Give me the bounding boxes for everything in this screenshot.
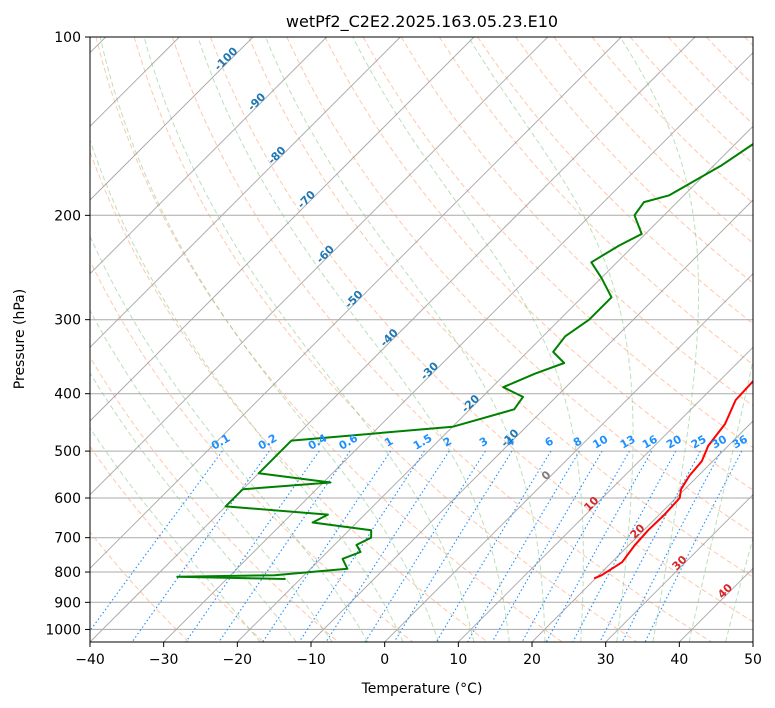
moist-adiabat [90, 138, 404, 642]
mixing-ratio-line [185, 450, 320, 642]
isotherm-line [90, 37, 696, 642]
dry-adiabat [90, 531, 190, 642]
mixing-ratio-line [491, 450, 603, 642]
background-lines [90, 37, 753, 642]
x-tick-label: 0 [380, 652, 389, 668]
dry-adiabat [90, 445, 264, 642]
moist-adiabat [265, 37, 546, 642]
dry-adiabat [171, 37, 712, 642]
mixing-ratio-line [572, 450, 677, 642]
mixing-ratio-line [90, 450, 223, 632]
moist-adiabat [99, 37, 439, 642]
mixing-ratio-line [621, 450, 722, 642]
x-axis-label: Temperature (°C) [361, 681, 483, 697]
temperature-profile [593, 379, 753, 580]
y-tick-label: 300 [54, 313, 81, 329]
isotherm-line [90, 37, 622, 570]
isotherm-line [90, 37, 254, 201]
moist-adiabat [619, 37, 699, 642]
y-tick-label: 700 [54, 531, 81, 547]
moist-adiabat [90, 309, 333, 642]
y-axis-label: Pressure (hPa) [12, 289, 28, 389]
y-tick-label: 600 [54, 491, 81, 507]
isotherm-line [605, 493, 753, 642]
y-axis-ticks: 100 200 300 400 500 600 700 800 900 1000 [45, 30, 90, 638]
isotherm-line [163, 51, 753, 642]
dry-adiabat [438, 37, 753, 366]
plot-frame [89, 36, 754, 643]
x-tick-label: −10 [296, 652, 326, 668]
mixing-ratio-line [218, 450, 351, 642]
moist-adiabat [725, 536, 753, 642]
moist-adiabat [352, 37, 584, 642]
dry-adiabat [90, 150, 488, 642]
dry-adiabat [133, 37, 638, 642]
x-tick-label: 20 [523, 652, 541, 668]
x-axis-ticks: −40 −30 −20 −10 0 10 20 30 40 50 [75, 642, 762, 668]
isotherm-line [90, 37, 328, 275]
dry-adiabat [324, 37, 753, 491]
series-lines [176, 142, 753, 580]
dry-adiabat [515, 37, 753, 284]
x-tick-label: −20 [223, 652, 253, 668]
x-tick-label: 10 [449, 652, 467, 668]
mixing-ratio-line [644, 450, 743, 642]
moist-adiabat [688, 358, 753, 642]
dry-adiabat [95, 37, 563, 642]
dry-adiabat [477, 37, 753, 325]
mixing-ratio-line [262, 450, 392, 642]
moist-adiabat [90, 427, 261, 642]
mixing-ratio-line [545, 450, 653, 642]
isotherm-line [457, 346, 753, 642]
x-tick-label: −40 [75, 652, 105, 668]
y-tick-label: 800 [54, 565, 81, 581]
moist-adiabat [90, 235, 369, 642]
chart-title: wetPf2_C2E2.2025.163.05.23.E10 [286, 12, 558, 32]
mixing-ratio-line [599, 450, 701, 642]
x-tick-label: 30 [597, 652, 615, 668]
isotherm-line [90, 37, 401, 349]
mixing-ratio-line [393, 450, 513, 642]
isotherm-line [90, 37, 549, 496]
x-tick-label: 50 [744, 652, 762, 668]
x-tick-label: −30 [149, 652, 179, 668]
y-tick-label: 900 [54, 595, 81, 611]
y-tick-label: 400 [54, 387, 81, 403]
dry-adiabat [248, 37, 753, 578]
x-tick-label: 40 [670, 652, 688, 668]
dry-adiabat [362, 37, 753, 449]
dry-adiabat [210, 37, 753, 623]
dry-adiabat [286, 37, 753, 534]
mixing-ratio-lines [90, 450, 743, 642]
dry-adiabat [90, 259, 414, 642]
isotherm-line [531, 420, 753, 642]
y-tick-label: 1000 [45, 622, 81, 638]
dry-adiabat [400, 37, 753, 407]
grid-lines [90, 37, 753, 642]
moist-adiabat [90, 371, 297, 642]
y-tick-label: 500 [54, 444, 81, 460]
moist-adiabat [197, 37, 510, 642]
isotherm-line [310, 199, 753, 642]
dry-adiabat [90, 356, 339, 642]
dewpoint-profile [176, 142, 753, 580]
isotherm-line [90, 37, 475, 422]
isotherm-line [384, 272, 753, 642]
mixing-ratio-line [521, 450, 630, 642]
isotherm-line [236, 125, 753, 642]
y-tick-label: 200 [54, 208, 81, 224]
moist-adiabat [143, 37, 475, 642]
y-tick-label: 100 [54, 30, 81, 46]
mixing-ratio-line [298, 450, 425, 642]
